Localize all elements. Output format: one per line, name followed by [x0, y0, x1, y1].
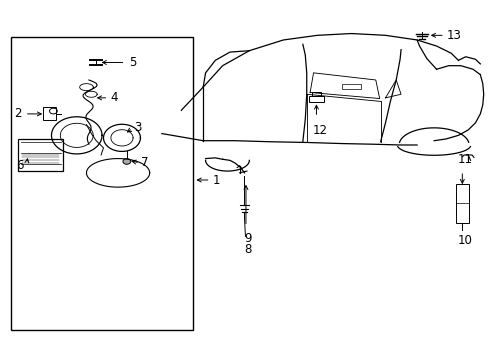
Bar	[42, 108, 56, 120]
Circle shape	[122, 158, 130, 164]
Text: 11: 11	[456, 153, 471, 166]
Bar	[19, 139, 63, 171]
Text: 1: 1	[212, 174, 220, 186]
Text: 5: 5	[128, 56, 136, 69]
Text: 13: 13	[446, 29, 461, 42]
Text: 8: 8	[244, 243, 251, 256]
Bar	[308, 96, 323, 102]
Text: 12: 12	[312, 124, 327, 137]
Text: 2: 2	[14, 107, 22, 120]
Text: 6: 6	[16, 159, 24, 172]
Text: 9: 9	[244, 232, 252, 245]
Text: 7: 7	[141, 156, 149, 169]
Text: 4: 4	[111, 91, 118, 104]
Text: 10: 10	[456, 234, 471, 247]
Bar	[11, 37, 193, 330]
Bar	[455, 184, 468, 223]
Bar	[341, 84, 361, 89]
Text: 3: 3	[134, 121, 141, 134]
Bar	[311, 92, 321, 96]
